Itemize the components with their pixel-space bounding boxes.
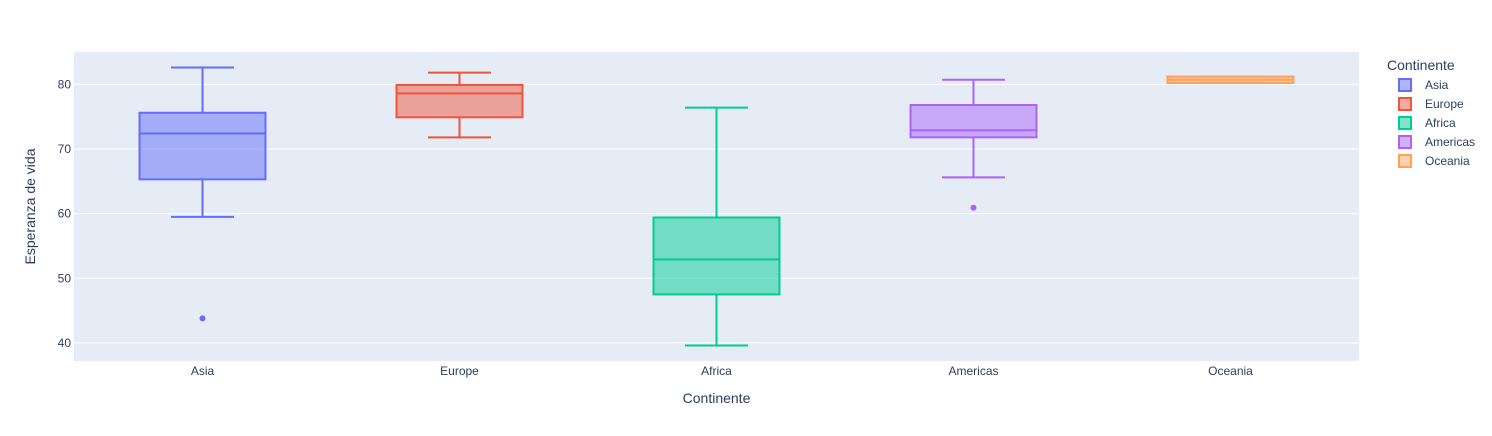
outlier-point bbox=[199, 315, 206, 322]
box-trace-oceania bbox=[1166, 75, 1295, 85]
legend[interactable]: Continente Asia Europe Africa Americas Ocean… bbox=[1387, 57, 1475, 168]
y-tick-label: 70 bbox=[58, 142, 72, 156]
box-trace-africa bbox=[652, 106, 781, 347]
iqr-box bbox=[138, 111, 267, 181]
y-tick-label: 60 bbox=[58, 207, 72, 221]
x-tick-label: Asia bbox=[191, 364, 215, 378]
legend-items: Asia Europe Africa Americas Oceania bbox=[1398, 78, 1475, 168]
x-axis-title: Continente bbox=[683, 390, 751, 406]
x-axis-ticks: Asia Europe Africa Americas Oceania bbox=[191, 364, 1253, 378]
iqr-box bbox=[395, 83, 524, 119]
legend-label: Africa bbox=[1425, 116, 1456, 130]
legend-item-europe[interactable]: Europe bbox=[1398, 97, 1464, 111]
box-trace-asia bbox=[138, 66, 267, 322]
x-tick-label: Europe bbox=[440, 364, 479, 378]
y-axis-ticks: 40 50 60 70 80 bbox=[58, 77, 72, 350]
legend-item-africa[interactable]: Africa bbox=[1398, 116, 1456, 130]
legend-label: Europe bbox=[1425, 97, 1464, 111]
x-tick-label: Americas bbox=[948, 364, 998, 378]
y-axis-title: Esperanza de vida bbox=[22, 148, 38, 264]
legend-swatch bbox=[1398, 78, 1412, 92]
iqr-box bbox=[909, 104, 1038, 139]
legend-title: Continente bbox=[1387, 57, 1455, 73]
iqr-box bbox=[652, 216, 781, 296]
outlier-point bbox=[970, 204, 977, 211]
box-trace-americas bbox=[909, 78, 1038, 211]
legend-label: Americas bbox=[1425, 135, 1475, 149]
x-tick-label: Africa bbox=[701, 364, 732, 378]
legend-swatch bbox=[1398, 135, 1412, 149]
legend-item-americas[interactable]: Americas bbox=[1398, 135, 1475, 149]
legend-swatch bbox=[1398, 154, 1412, 168]
legend-swatch bbox=[1398, 97, 1412, 111]
legend-item-asia[interactable]: Asia bbox=[1398, 78, 1449, 92]
x-tick-label: Oceania bbox=[1208, 364, 1253, 378]
box-traces bbox=[138, 66, 1295, 347]
legend-label: Oceania bbox=[1425, 154, 1470, 168]
legend-item-oceania[interactable]: Oceania bbox=[1398, 154, 1470, 168]
y-tick-label: 40 bbox=[58, 336, 72, 350]
box-trace-europe bbox=[395, 71, 524, 139]
legend-label: Asia bbox=[1425, 78, 1449, 92]
y-tick-label: 50 bbox=[58, 271, 72, 285]
y-tick-label: 80 bbox=[58, 77, 72, 91]
legend-swatch bbox=[1398, 116, 1412, 130]
